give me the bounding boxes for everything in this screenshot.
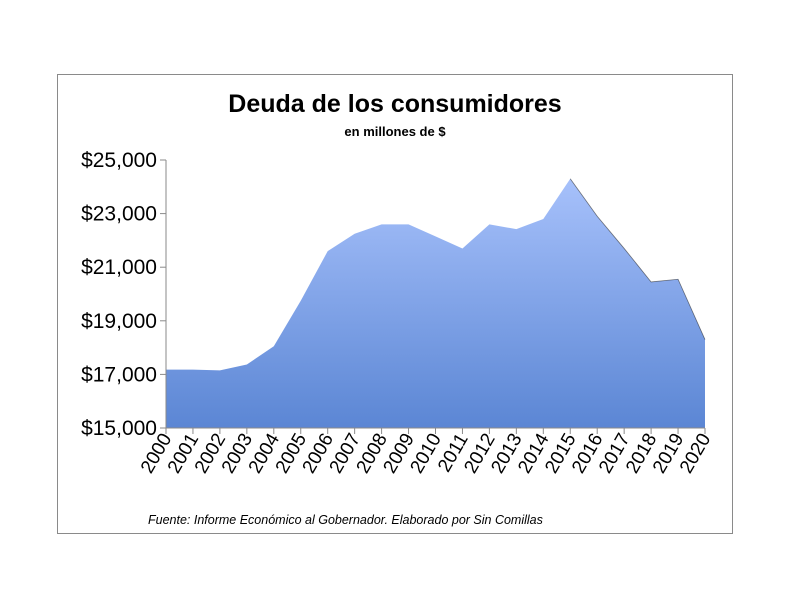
area-edge-line — [569, 178, 706, 340]
debt-area — [166, 178, 705, 428]
axis-layer — [160, 159, 706, 434]
y-tick-label: $17,000 — [81, 363, 157, 386]
y-tick-label: $23,000 — [81, 203, 157, 226]
y-tick-labels: $15,000 $17,000 $19,000 $21,000 $23,000 $25,0… — [81, 149, 157, 440]
y-tick-label: $25,000 — [81, 149, 157, 172]
x-tick-labels: 2000200120022003200420052006200720082009… — [137, 430, 715, 477]
source-note: Fuente: Informe Económico al Gobernador.… — [148, 513, 543, 527]
y-tick-label: $15,000 — [81, 417, 157, 440]
y-tick-label: $21,000 — [81, 256, 157, 279]
chart-title: Deuda de los consumidores — [228, 90, 561, 118]
y-tick-label: $19,000 — [81, 310, 157, 333]
area-layer — [166, 178, 706, 428]
chart-subtitle: en millones de $ — [344, 124, 446, 139]
